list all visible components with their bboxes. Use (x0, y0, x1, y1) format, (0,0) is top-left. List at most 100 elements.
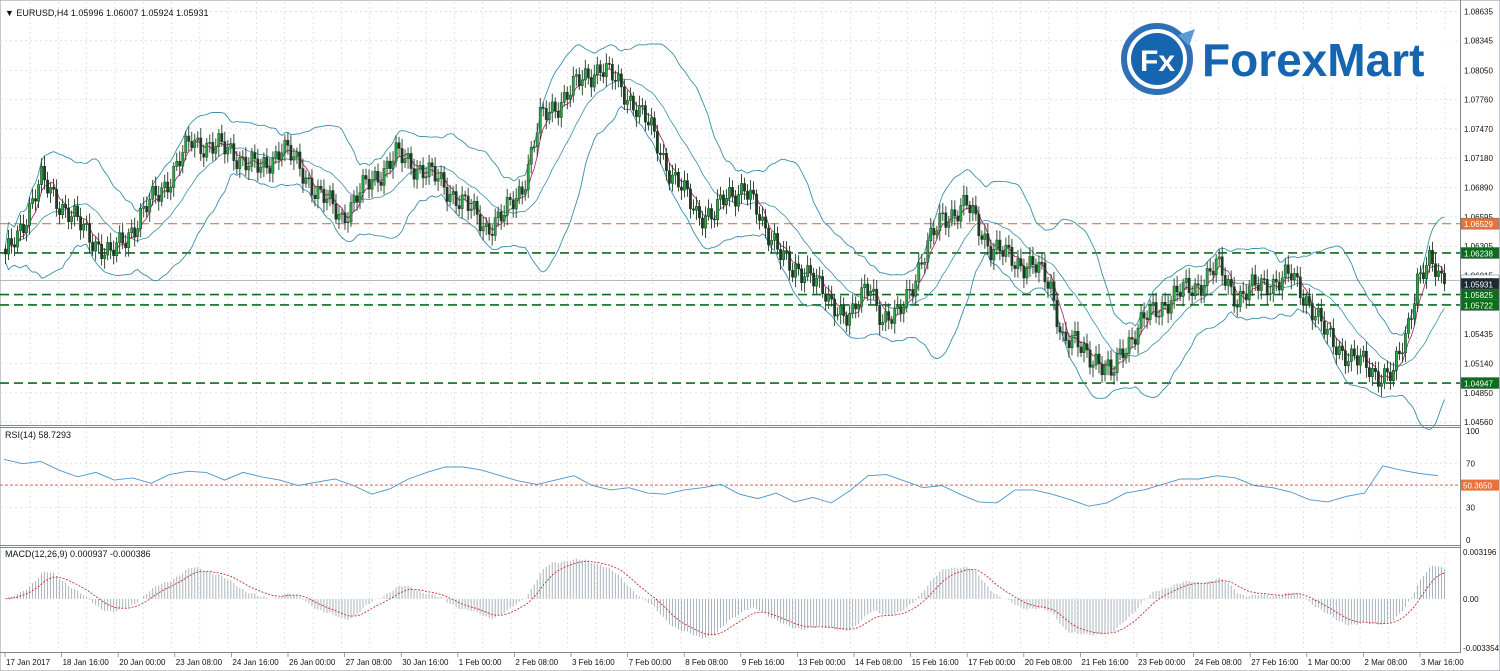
candle-body (728, 187, 731, 199)
candle-body (725, 197, 728, 205)
bollinger-bands (5, 43, 1445, 430)
candle-body (403, 158, 407, 164)
candle-body (1422, 272, 1425, 280)
candle-body (220, 133, 224, 142)
candle-body (974, 205, 978, 215)
candle-body (1349, 348, 1353, 362)
candle-body (695, 206, 698, 211)
candle-body (64, 204, 67, 209)
candle-body (1437, 270, 1440, 277)
candle-body (151, 185, 155, 200)
candle-body (7, 238, 10, 255)
candle-body (565, 91, 569, 100)
candle-body (1040, 261, 1044, 264)
price-axis-label: 1.08345 (1464, 37, 1493, 46)
candle-body (995, 239, 999, 250)
candle-body (1334, 346, 1338, 355)
candle-body (1364, 350, 1368, 368)
horizontal-levels[interactable] (0, 223, 1460, 384)
candle-body (821, 276, 825, 295)
time-axis-label: 27 Jan 08:00 (346, 658, 393, 667)
candle-body (1118, 348, 1122, 355)
candle-body (1226, 279, 1230, 286)
candle-body (863, 283, 867, 289)
candle-body (707, 208, 710, 217)
candle-body (427, 162, 431, 178)
candle-body (580, 79, 584, 86)
candle-body (665, 152, 668, 171)
candle-body (622, 86, 626, 105)
candle-body (250, 152, 254, 167)
candle-body (848, 312, 852, 326)
candle-body (1340, 345, 1344, 351)
candle-body (421, 165, 425, 179)
candle-body (34, 198, 37, 202)
candle-body (1088, 349, 1092, 368)
bollinger-upper-line (5, 43, 1445, 336)
candle-body (457, 205, 461, 209)
candle-body (562, 91, 566, 103)
candle-body (998, 239, 1002, 252)
candle-body (448, 194, 452, 202)
candle-body (31, 198, 34, 204)
candles[interactable] (4, 53, 1446, 397)
candle-body (613, 80, 617, 82)
candle-body (85, 223, 89, 225)
price-grid (0, 2, 1460, 424)
candle-body (740, 183, 743, 195)
candle-body (1268, 293, 1272, 296)
candle-body (1413, 303, 1416, 320)
candle-body (776, 233, 779, 250)
candle-body (794, 263, 797, 278)
candle-body (1115, 353, 1119, 373)
candle-body (1019, 258, 1023, 267)
candle-body (103, 254, 107, 259)
time-axis-label: 24 Feb 08:00 (1195, 658, 1243, 667)
candle-body (1169, 300, 1173, 314)
candle-body (1346, 361, 1350, 367)
candle-body (1079, 346, 1083, 353)
candle-body (872, 288, 876, 292)
candle-body (1010, 247, 1014, 266)
price-axis[interactable]: 1.08635 1.08345 1.08050 1.07760 1.07470 1.071… (1464, 8, 1493, 427)
time-axis[interactable]: 17 Jan 2017 18 Jan 16:00 20 Jan 00:00 23 Ja… (4, 652, 1464, 667)
candle-body (1034, 264, 1038, 273)
candle-body (1407, 318, 1410, 334)
candle-body (361, 175, 365, 194)
candle-body (1211, 270, 1215, 275)
candle-body (1313, 316, 1317, 321)
time-axis-label: 30 Jan 16:00 (402, 658, 449, 667)
candle-body (1199, 284, 1203, 296)
candle-body (980, 235, 984, 240)
candle-body (493, 217, 497, 236)
candle-body (1031, 256, 1035, 265)
candle-body (379, 181, 383, 186)
candle-body (1109, 359, 1113, 376)
macd-axis-label: 0.00 (1463, 595, 1479, 604)
candle-body (283, 139, 287, 154)
candle-body (217, 133, 221, 147)
candle-body (397, 142, 401, 149)
candle-body (824, 293, 828, 302)
candle-body (574, 74, 578, 77)
candle-body (97, 241, 101, 245)
candle-body (328, 190, 332, 200)
candle-body (683, 180, 686, 191)
candle-body (367, 178, 371, 190)
time-axis-label: 26 Jan 00:00 (289, 658, 336, 667)
candle-body (643, 105, 647, 123)
candle-body (1223, 275, 1227, 286)
candle-body (529, 147, 533, 165)
candle-body (418, 165, 422, 170)
candle-body (689, 188, 692, 210)
rsi-level-tag-label: 50.3650 (1463, 482, 1492, 491)
candle-body (199, 137, 203, 154)
candle-body (791, 270, 794, 278)
candle-body (295, 151, 299, 158)
candle-body (1172, 285, 1176, 301)
candle-body (659, 152, 662, 155)
candle-body (109, 242, 113, 251)
candle-body (1337, 345, 1341, 355)
candle-body (583, 68, 587, 81)
